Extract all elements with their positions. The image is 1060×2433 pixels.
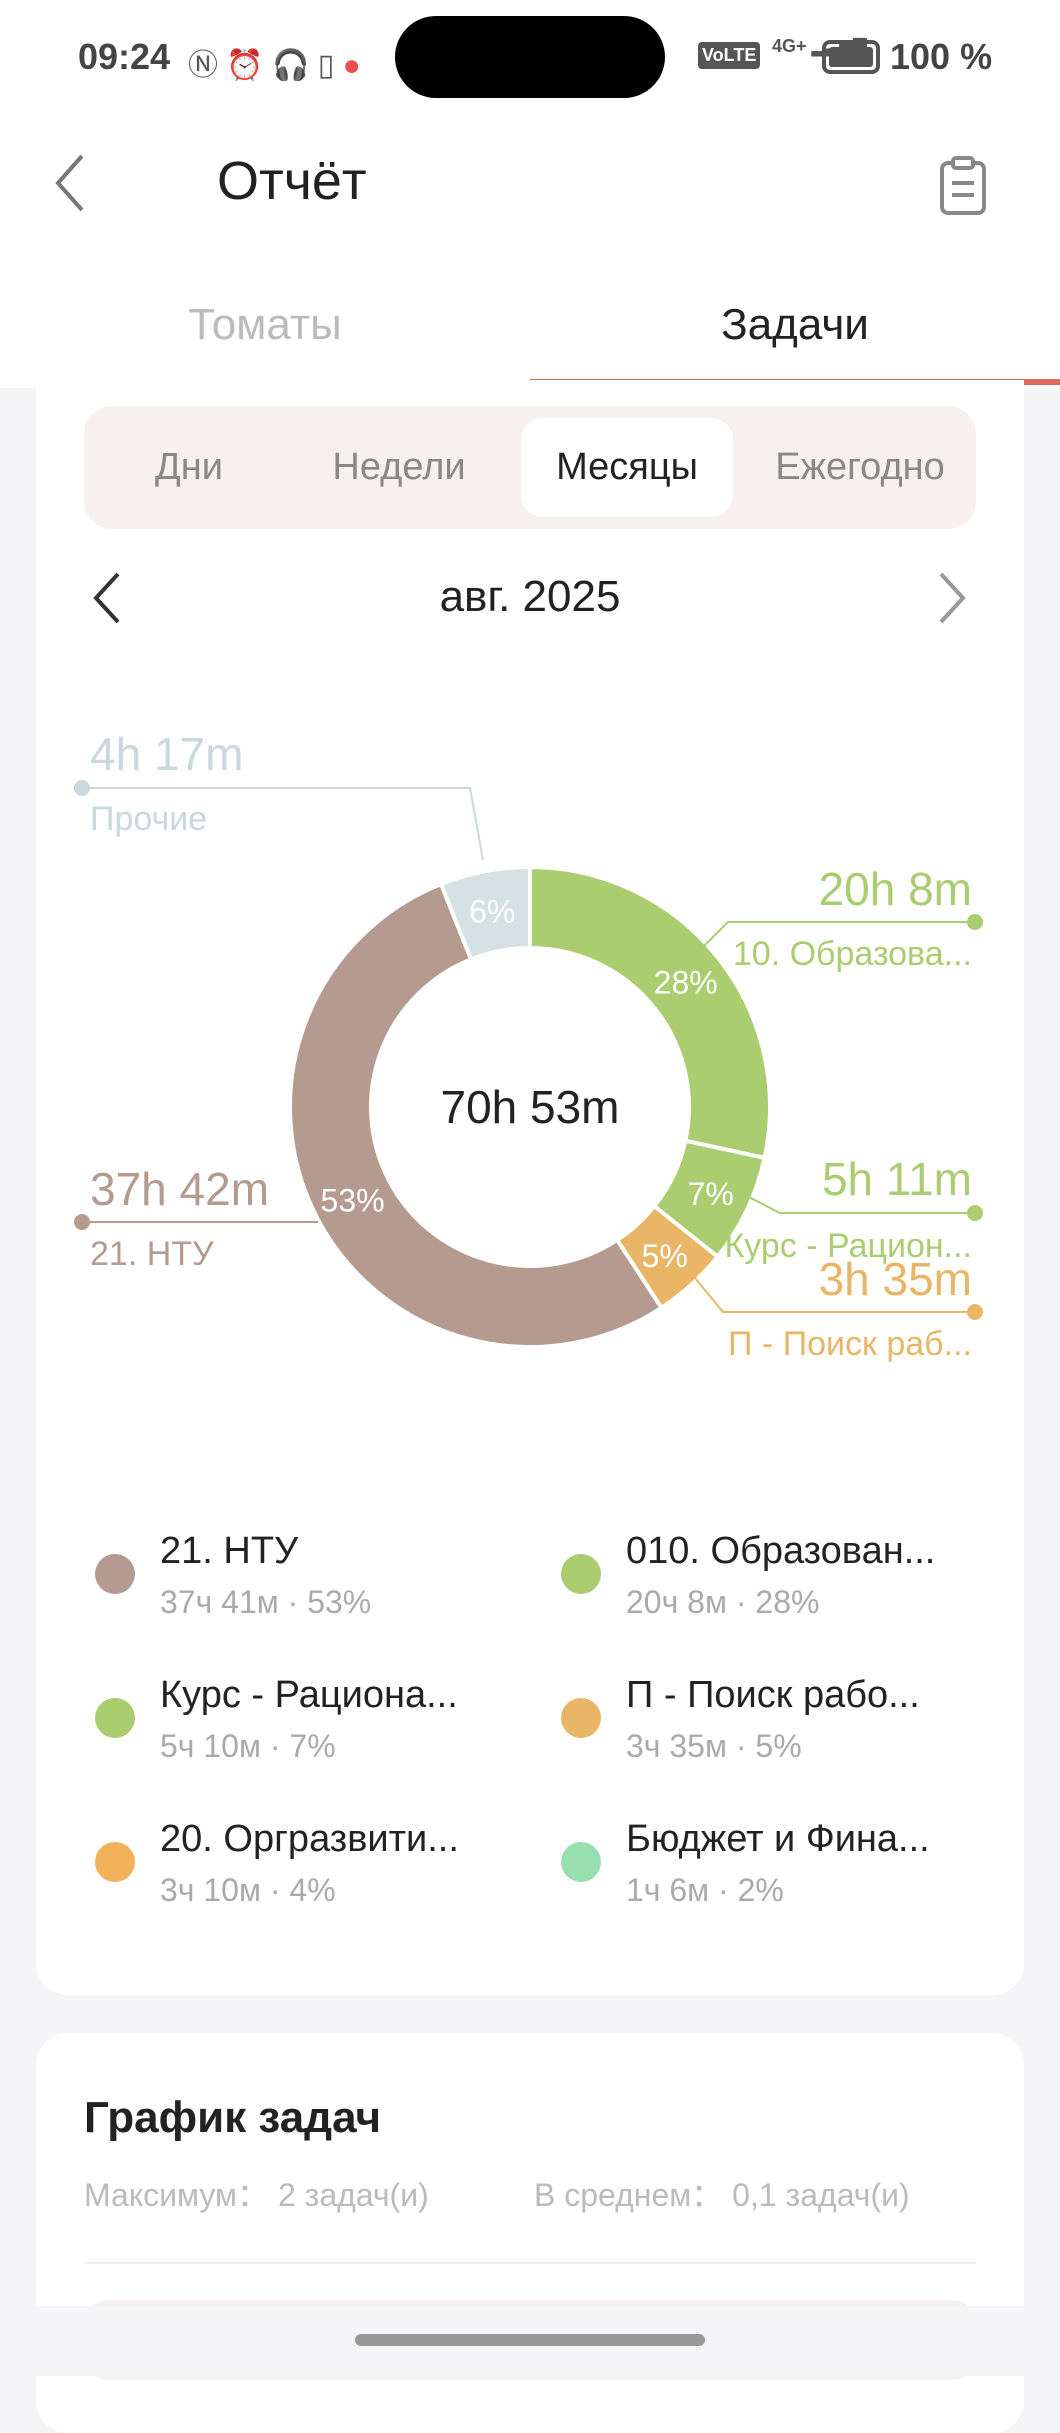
donut-slice[interactable] xyxy=(528,864,772,1161)
page-title: Отчёт xyxy=(217,151,367,211)
legend-name: 20. Оргразвити... xyxy=(160,1818,459,1860)
donut-center-total: 70h 53m xyxy=(440,1081,619,1133)
legend-item[interactable]: 20. Оргразвити... 3ч 10м · 4% xyxy=(95,1818,515,1928)
callout-value: 4h 17m xyxy=(90,728,243,780)
task-graph-avg: В среднем： 0,1 задач(и) xyxy=(534,2177,910,2213)
legend-stats: 3ч 10м · 4% xyxy=(160,1872,336,1908)
legend-item[interactable]: Бюджет и Фина... 1ч 6м · 2% xyxy=(561,1818,981,1928)
legend-dot-icon xyxy=(95,1842,135,1882)
callout-dot xyxy=(74,780,90,796)
dynamic-island[interactable] xyxy=(395,16,665,98)
legend-stats: 5ч 10м · 7% xyxy=(160,1728,336,1764)
slice-percent-label: 6% xyxy=(469,894,515,930)
next-period-chevron-icon[interactable] xyxy=(935,570,969,626)
battery-icon xyxy=(822,40,880,74)
volte-icon: VoLTE xyxy=(698,42,761,69)
home-indicator[interactable] xyxy=(355,2334,705,2346)
battery-percent: 100 % xyxy=(890,36,993,77)
callout-value: 3h 35m xyxy=(819,1253,972,1305)
legend-stats: 3ч 35м · 5% xyxy=(626,1728,802,1764)
tab-tasks[interactable]: Задачи xyxy=(721,300,869,349)
period-weeks[interactable]: Недели xyxy=(332,446,466,488)
divider xyxy=(84,2262,976,2264)
legend-item[interactable]: П - Поиск рабо... 3ч 35м · 5% xyxy=(561,1674,981,1784)
legend-name: Курс - Рациона... xyxy=(160,1674,458,1716)
donut-chart: 28% 7%5% 53% 6% 70h 53m 20h 8m 10. Образова...… xyxy=(74,728,983,1363)
legend-stats: 1ч 6м · 2% xyxy=(626,1872,784,1908)
period-yearly[interactable]: Ежегодно xyxy=(775,446,945,488)
callout-label: 10. Образова... xyxy=(733,935,972,973)
legend-item[interactable]: 21. НТУ 37ч 41м · 53% xyxy=(95,1530,515,1640)
callout-label: Курс - Рацион... xyxy=(725,1227,973,1265)
legend-dot-icon xyxy=(561,1554,601,1594)
legend-dot-icon xyxy=(561,1698,601,1738)
period-months[interactable]: Месяцы xyxy=(521,418,733,517)
callout-dot xyxy=(74,1214,90,1230)
legend-name: 010. Образован... xyxy=(626,1530,936,1572)
callout-line xyxy=(699,921,975,951)
callout-value: 20h 8m xyxy=(819,863,972,915)
callout-line xyxy=(82,787,484,861)
back-chevron-left-icon[interactable] xyxy=(50,150,90,216)
tab-tomatoes[interactable]: Томаты xyxy=(188,300,342,349)
legend-name: 21. НТУ xyxy=(160,1530,299,1572)
status-icons: Ⓝ ⏰ 🎧 ▯ ● xyxy=(188,49,361,82)
callout-dot xyxy=(967,914,983,930)
task-graph-title: График задач xyxy=(84,2093,382,2142)
donut-slice[interactable] xyxy=(438,864,532,962)
legend-item[interactable]: Курс - Рациона... 5ч 10м · 7% xyxy=(95,1674,515,1784)
legend-stats: 20ч 8м · 28% xyxy=(626,1584,820,1620)
current-period: авг. 2025 xyxy=(439,572,621,621)
donut-slice[interactable] xyxy=(288,881,665,1349)
clipboard-icon[interactable] xyxy=(938,155,988,215)
legend-item[interactable]: 010. Образован... 20ч 8м · 28% xyxy=(561,1530,981,1640)
callout-line xyxy=(689,1271,975,1313)
prev-period-chevron-icon[interactable] xyxy=(90,570,124,626)
legend-dot-icon xyxy=(95,1698,135,1738)
legend-name: Бюджет и Фина... xyxy=(626,1818,930,1860)
period-days[interactable]: Дни xyxy=(155,446,223,488)
period-segmented-control: Дни Недели Месяцы Ежегодно xyxy=(84,406,976,529)
callout-dot xyxy=(967,1205,983,1221)
callout-value: 37h 42m xyxy=(90,1163,269,1215)
slice-percent-label: 5% xyxy=(642,1238,688,1274)
callout-value: 5h 11m xyxy=(822,1153,972,1205)
callout-line xyxy=(744,1194,975,1214)
slice-percent-label: 53% xyxy=(321,1182,385,1218)
chart-card xyxy=(36,380,1024,1995)
status-time: 09:24 xyxy=(78,36,171,77)
callout-label: П - Поиск раб... xyxy=(728,1325,972,1363)
legend-dot-icon xyxy=(561,1842,601,1882)
slice-percent-label: 28% xyxy=(654,964,718,1000)
legend-stats: 37ч 41м · 53% xyxy=(160,1584,372,1620)
legend-name: П - Поиск рабо... xyxy=(626,1674,920,1716)
callout-label: Прочие xyxy=(90,800,207,838)
callout-label: 21. НТУ xyxy=(90,1235,214,1273)
legend-dot-icon xyxy=(95,1554,135,1594)
task-graph-max: Максимум： 2 задач(и) xyxy=(84,2177,429,2213)
slice-percent-label: 7% xyxy=(688,1176,734,1212)
callout-dot xyxy=(967,1304,983,1320)
